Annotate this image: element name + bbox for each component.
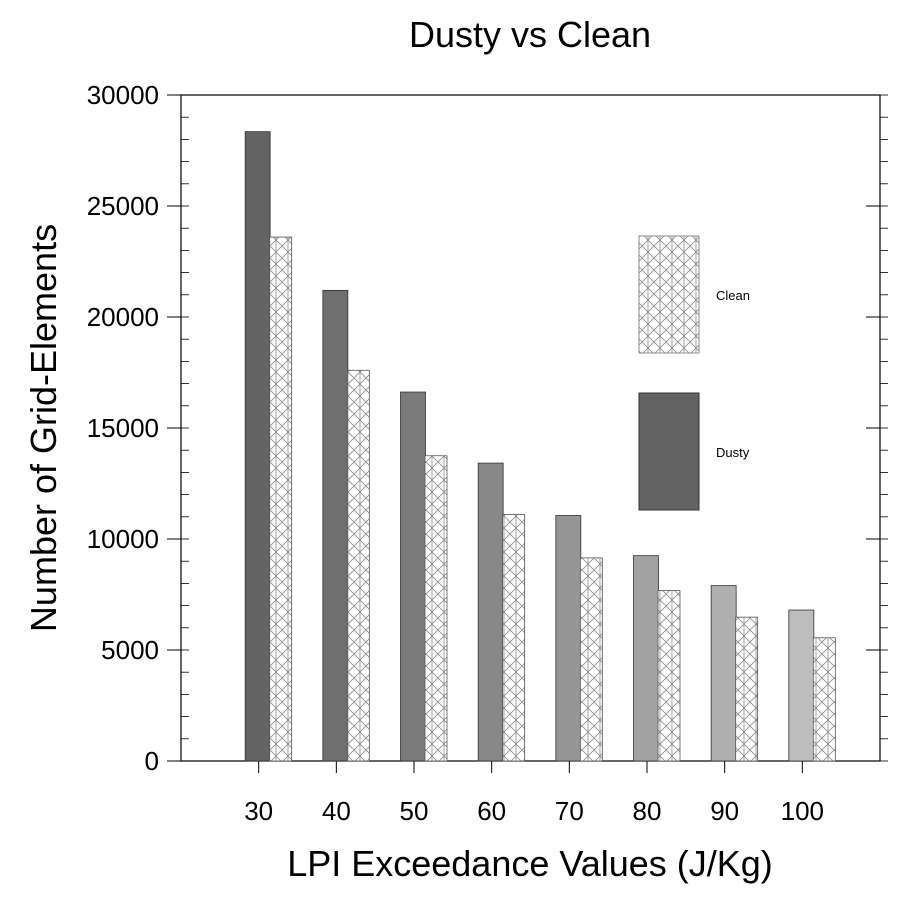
legend-swatch-clean: [638, 235, 700, 354]
y-axis-ticks: 0 5000 10000 15000 20000 25000 30000: [87, 80, 888, 776]
legend: Clean Dusty: [638, 235, 750, 511]
x-tick-label: 70: [555, 796, 584, 826]
bar-clean: [812, 637, 836, 762]
bar-dusty: [400, 391, 426, 762]
bar-dusty: [555, 515, 582, 762]
y-tick-label: 25000: [87, 191, 159, 221]
x-tick-label: 60: [477, 796, 506, 826]
x-tick-label: 90: [710, 796, 739, 826]
bar-clean: [579, 557, 603, 762]
legend-label-dusty: Dusty: [716, 445, 750, 460]
y-tick-label: 15000: [87, 413, 159, 443]
bars-group: [244, 131, 836, 762]
chart-title: Dusty vs Clean: [409, 14, 651, 55]
x-axis-ticks: 30 40 50 60 70 80 90 100: [244, 761, 824, 826]
bar-dusty: [633, 555, 659, 762]
x-tick-label: 40: [322, 796, 351, 826]
y-tick-label: 10000: [87, 524, 159, 554]
y-axis-label: Number of Grid-Elements: [23, 224, 64, 632]
y-tick-label: 0: [145, 746, 159, 776]
bar-dusty: [322, 289, 349, 762]
y-tick-label: 5000: [101, 635, 159, 665]
bar-clean: [502, 514, 526, 762]
bar-dusty: [244, 131, 271, 762]
legend-label-clean: Clean: [716, 288, 750, 303]
bar-dusty: [710, 585, 737, 762]
x-axis-label: LPI Exceedance Values (J/Kg): [287, 843, 773, 884]
bar-clean: [735, 616, 759, 762]
x-tick-label: 30: [244, 796, 273, 826]
x-tick-label: 50: [400, 796, 429, 826]
x-tick-label: 100: [781, 796, 824, 826]
bar-dusty: [477, 462, 504, 762]
legend-swatch-dusty: [638, 392, 700, 511]
y-tick-label: 30000: [87, 80, 159, 110]
bar-clean: [269, 236, 293, 762]
x-tick-label: 80: [633, 796, 662, 826]
bar-clean: [424, 455, 448, 762]
y-tick-label: 20000: [87, 302, 159, 332]
bar-dusty: [788, 609, 815, 762]
bar-clean: [657, 590, 681, 762]
bar-clean: [346, 369, 370, 762]
